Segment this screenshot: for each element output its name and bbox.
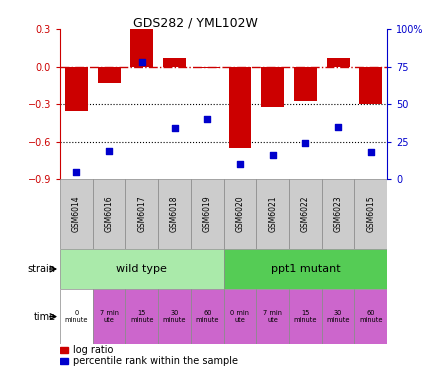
Text: 15
minute: 15 minute: [294, 310, 317, 323]
Point: [73, 169, 80, 175]
Text: GSM6021: GSM6021: [268, 196, 277, 232]
Point: [367, 149, 374, 155]
Point: [171, 126, 178, 131]
Bar: [125, 179, 158, 249]
Text: GSM6015: GSM6015: [366, 196, 375, 232]
Bar: [229, 67, 251, 148]
Point: [204, 116, 211, 122]
Point: [269, 152, 276, 158]
Bar: [191, 289, 224, 344]
Text: GSM6022: GSM6022: [301, 196, 310, 232]
Text: 60
minute: 60 minute: [359, 310, 383, 323]
Text: time: time: [33, 311, 56, 322]
Bar: [289, 289, 322, 344]
Bar: [322, 179, 355, 249]
Text: 0
minute: 0 minute: [65, 310, 88, 323]
Bar: [224, 289, 256, 344]
Text: percentile rank within the sample: percentile rank within the sample: [73, 356, 238, 366]
Text: wild type: wild type: [117, 264, 167, 274]
Bar: [355, 179, 387, 249]
Text: GSM6017: GSM6017: [138, 196, 146, 232]
Bar: [60, 179, 93, 249]
Bar: [60, 347, 68, 353]
Text: GSM6019: GSM6019: [203, 196, 212, 232]
Bar: [60, 289, 93, 344]
Text: 7 min
ute: 7 min ute: [263, 310, 282, 323]
Bar: [327, 58, 349, 67]
Text: GSM6023: GSM6023: [334, 196, 343, 232]
Bar: [93, 179, 125, 249]
Bar: [191, 179, 224, 249]
Text: GDS282 / YML102W: GDS282 / YML102W: [134, 16, 258, 30]
Bar: [256, 179, 289, 249]
Bar: [158, 289, 191, 344]
Point: [138, 59, 146, 65]
Bar: [163, 58, 186, 67]
Point: [236, 161, 243, 167]
Bar: [196, 67, 218, 68]
Text: 15
minute: 15 minute: [130, 310, 154, 323]
Bar: [360, 67, 382, 104]
Bar: [294, 67, 317, 101]
Text: ppt1 mutant: ppt1 mutant: [271, 264, 340, 274]
Bar: [261, 67, 284, 107]
Text: 30
minute: 30 minute: [326, 310, 350, 323]
Text: log ratio: log ratio: [73, 345, 113, 355]
Text: GSM6014: GSM6014: [72, 196, 81, 232]
Bar: [158, 179, 191, 249]
Point: [335, 124, 342, 130]
Bar: [289, 179, 322, 249]
Text: 0 min
ute: 0 min ute: [231, 310, 250, 323]
Text: 30
minute: 30 minute: [163, 310, 186, 323]
Bar: [125, 289, 158, 344]
Bar: [60, 358, 68, 364]
Point: [302, 141, 309, 146]
Text: 60
minute: 60 minute: [195, 310, 219, 323]
Text: 7 min
ute: 7 min ute: [100, 310, 119, 323]
Text: GSM6016: GSM6016: [105, 196, 113, 232]
Text: GSM6018: GSM6018: [170, 196, 179, 232]
Bar: [65, 67, 88, 111]
Text: strain: strain: [28, 264, 56, 274]
Text: GSM6020: GSM6020: [235, 196, 244, 232]
Bar: [322, 289, 355, 344]
Bar: [60, 249, 224, 289]
Bar: [355, 289, 387, 344]
Bar: [93, 289, 125, 344]
Bar: [130, 29, 153, 67]
Bar: [256, 289, 289, 344]
Bar: [224, 179, 256, 249]
Bar: [98, 67, 121, 83]
Bar: [224, 249, 387, 289]
Point: [105, 148, 113, 154]
